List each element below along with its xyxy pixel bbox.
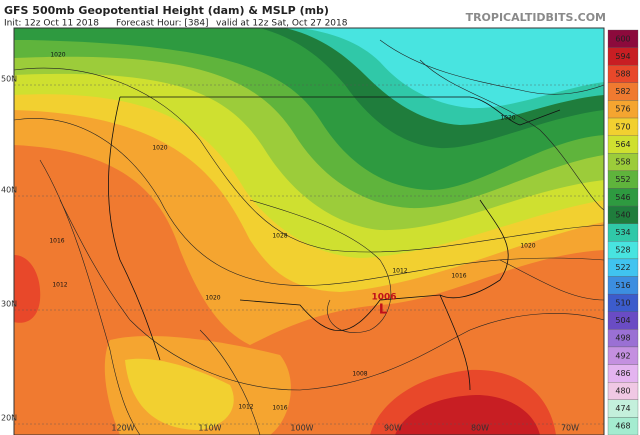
isobar-label: 1020: [152, 145, 167, 152]
longitude-label: 90W: [384, 424, 402, 433]
isobar-label: 1020: [205, 295, 220, 302]
isobar-label: 1020: [50, 52, 65, 59]
colorbar-label: 582: [615, 87, 630, 96]
borders: [108, 96, 561, 391]
height-fill: [300, 28, 604, 109]
colorbar-label: 522: [615, 263, 630, 272]
colorbar-label: 480: [615, 386, 630, 395]
height-fill: [14, 255, 41, 323]
colorbar-label: 540: [615, 210, 630, 219]
title: GFS 500mb Geopotential Height (dam) & MS…: [4, 4, 329, 17]
colorbar-label: 516: [615, 281, 630, 290]
init-time: Init: 12z Oct 11 2018: [4, 19, 99, 29]
colorbar-label: 474: [615, 404, 630, 413]
isobar-label: 1028: [272, 233, 287, 240]
colorbar-label: 498: [615, 334, 630, 343]
isobar-label: 1016: [272, 405, 287, 412]
colorbar-label: 468: [615, 422, 630, 431]
colorbar-label: 594: [615, 52, 630, 61]
isobar-label: 1012: [52, 282, 67, 289]
colorbar-label: 558: [615, 158, 630, 167]
longitude-label: 70W: [561, 424, 579, 433]
forecast-hour: Forecast Hour: [384]: [116, 19, 209, 29]
colorbar-label: 504: [615, 316, 630, 325]
isobar-label: 1008: [352, 371, 367, 378]
colorbar-label: 588: [615, 70, 630, 79]
longitude-label: 110W: [198, 424, 221, 433]
longitude-label: 80W: [471, 424, 489, 433]
isobar-label: 1020: [520, 243, 535, 250]
colorbar-label: 576: [615, 105, 630, 114]
low-pressure-label: 1006: [371, 293, 396, 303]
height-fill: [395, 395, 540, 435]
latitude-label: 20N: [1, 414, 17, 423]
isobar-label: 1012: [238, 404, 253, 411]
height-fill: [125, 358, 234, 430]
isobars: [14, 39, 604, 435]
latitude-label: 30N: [1, 300, 17, 309]
isobar-label: 1020: [500, 115, 515, 122]
valid-time: valid at 12z Sat, Oct 27 2018: [216, 19, 348, 29]
map-frame: [13, 27, 605, 435]
isobar-label: 1016: [49, 238, 64, 245]
longitude-label: 120W: [111, 424, 134, 433]
low-pressure-label: L: [379, 303, 387, 318]
colorbar-label: 510: [615, 298, 630, 307]
colorbar-label: 552: [615, 175, 630, 184]
isobar-label: 1016: [451, 273, 466, 280]
colorbar-label: 534: [615, 228, 630, 237]
colorbar-label: 564: [615, 140, 630, 149]
longitude-label: 100W: [290, 424, 313, 433]
colorbar-label: 486: [615, 369, 630, 378]
colorbar-label: 546: [615, 193, 630, 202]
colorbar-label: 492: [615, 351, 630, 360]
latitude-label: 40N: [1, 186, 17, 195]
map: [14, 28, 604, 435]
colorbar-label: 570: [615, 122, 630, 131]
isobar-label: 1012: [392, 268, 407, 275]
colorbar-label: 528: [615, 246, 630, 255]
colorbar-label: 600: [615, 34, 630, 43]
latitude-label: 50N: [1, 75, 17, 84]
site-credit: TROPICALTIDBITS.COM: [466, 11, 606, 24]
